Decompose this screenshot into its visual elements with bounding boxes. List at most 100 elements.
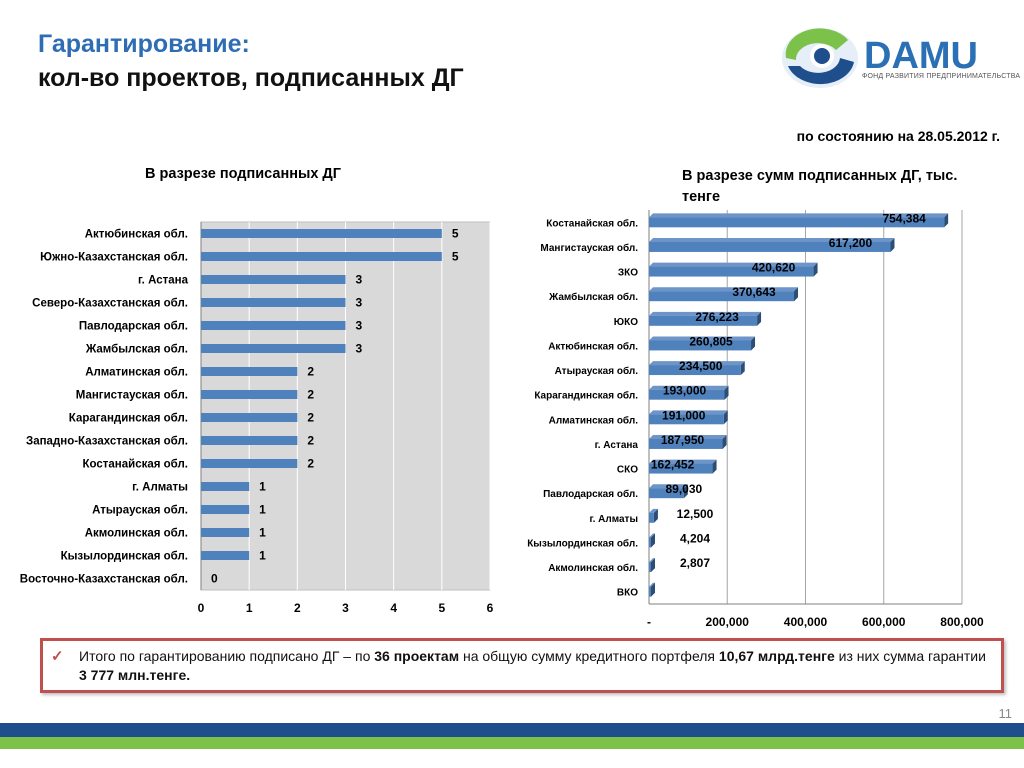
logo-wordmark: DAMU [864,35,978,77]
bar [649,262,818,277]
bar-top [649,287,799,292]
footer-green-stripe [0,737,1024,749]
data-label: 370,643 [732,285,776,299]
data-label: 12,500 [677,507,714,521]
category-label: ЮКО [614,317,638,328]
category-label: г. Астана [138,275,189,287]
bar [201,229,442,238]
bar-side [651,533,655,548]
x-tick-label: 1 [246,601,253,615]
category-label: Южно-Казахстанская обл. [40,252,188,264]
category-label: Северо-Казахстанская обл. [32,298,188,310]
category-label: Алматинская обл. [549,414,639,426]
x-tick-label: 5 [438,601,445,615]
bar-front [649,586,651,597]
bar [201,321,346,330]
data-label: 0 [211,572,218,586]
bar [649,385,729,400]
category-label: Жамбылская обл. [85,344,188,356]
data-label: 1 [259,480,266,494]
data-label: 1 [259,549,266,563]
data-label: 1 [259,526,266,540]
category-label: Алматинская обл. [85,367,188,379]
bar-top [649,361,745,366]
x-tick-label: 4 [390,601,397,615]
damu-logo: DAMU [782,28,978,88]
data-label: 2 [307,457,314,471]
bar-side [740,361,745,376]
data-label: 2 [307,365,314,379]
bar-side [683,484,688,499]
bar [201,528,250,537]
data-label: 234,500 [679,359,723,373]
bar-front [649,217,945,228]
category-label: Актюбинская обл. [548,340,638,352]
category-label: Костанайская обл. [546,217,638,229]
category-label: Карагандинская обл. [534,390,638,402]
x-tick-label: 3 [342,601,349,615]
bar [649,533,655,548]
slide-subtitle: кол-во проектов, подписанных ДГ [38,64,464,92]
bar [649,287,799,302]
bar-front [649,438,723,449]
bar-top [649,385,729,390]
bar [201,252,442,261]
bar [649,311,762,326]
slide-title: Гарантирование: [38,30,250,58]
bar-top [649,410,728,415]
bar [201,459,298,468]
projects-count-chart: 0 1 2 3 4 5 6 Актюбинская обл. 5 Южно-Казахстанск… [20,221,494,615]
bar [201,390,298,399]
bar [649,410,728,425]
data-label: 3 [356,273,363,287]
bar-side [751,336,756,351]
data-label: 187,950 [661,433,705,447]
bar-side [723,410,728,425]
bar [649,361,745,376]
bar [201,505,250,514]
right-chart-subtitle: В разрезе сумм подписанных ДГ, тыс. тенг… [682,168,958,205]
bar-top [649,311,762,316]
category-label: Акмолинская обл. [548,562,638,574]
bar-side [724,385,729,400]
bar [201,436,298,445]
data-label: 2 [307,434,314,448]
bar-front [649,241,891,252]
checkmark-icon: ✓ [51,648,64,665]
bar-top [649,336,756,341]
bar-front [649,365,741,376]
bar-top [649,582,655,587]
logo-caption: ФОНД РАЗВИТИЯ ПРЕДПРИНИМАТЕЛЬСТВА [862,73,1021,80]
bar [201,344,346,353]
bar-side [757,311,762,326]
bar-side [890,237,895,252]
bar [649,582,655,597]
category-label: ЗКО [618,268,638,279]
date-text: по состоянию на 28.05.2012 г. [796,128,1000,144]
category-label: Западно-Казахстанская обл. [26,436,188,448]
page-number: 11 [998,706,1013,721]
bar [649,508,658,523]
data-label: 276,223 [695,310,739,324]
data-label: 193,000 [663,384,707,398]
data-label: 89,030 [665,482,702,496]
bar-top [649,262,818,267]
bar [201,367,298,376]
data-label: 2,807 [680,556,710,570]
data-label: 3 [356,319,363,333]
category-label: Жамбылская обл. [548,291,638,303]
bar-front [649,488,684,499]
data-label: 191,000 [662,408,706,422]
x-tick-label: 6 [487,601,494,615]
bar-front [649,562,651,573]
bar [201,298,346,307]
x-tick-label: 2 [294,601,301,615]
data-label: 1 [259,503,266,517]
data-label: 4,204 [680,531,710,545]
x-tick-label: 0 [198,601,205,615]
bar-front [649,315,758,326]
bar-front [649,414,724,425]
bar-top [649,484,688,489]
category-label: Мангистауская обл. [76,390,188,402]
data-label: 2 [307,388,314,402]
